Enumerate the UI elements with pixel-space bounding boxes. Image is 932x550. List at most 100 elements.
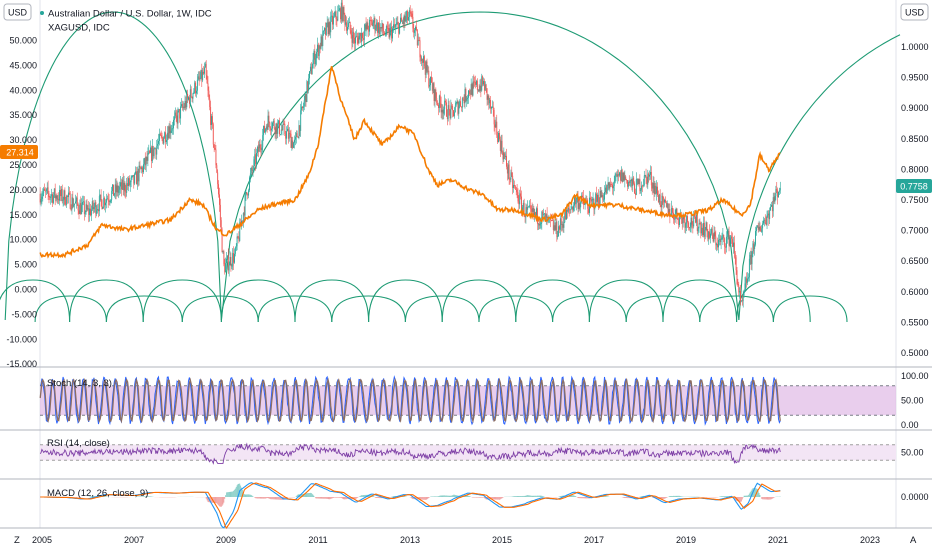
candle-body xyxy=(395,24,397,27)
candle-body xyxy=(634,193,636,195)
candle-body xyxy=(642,185,644,186)
candle-body xyxy=(143,164,144,173)
candle-body xyxy=(264,128,266,133)
candle-body xyxy=(588,208,590,213)
stoch-pane[interactable]: 100.00 50.00 0.00 xyxy=(39,371,929,430)
candle-body xyxy=(553,225,555,231)
overlay-title[interactable]: XAGUSD, IDC xyxy=(48,23,110,34)
candle-body xyxy=(166,140,167,143)
macd-pane[interactable]: 0.0000 xyxy=(40,482,929,529)
candle-body xyxy=(644,174,646,176)
candle-body xyxy=(589,197,591,200)
candle-body xyxy=(101,200,103,210)
candle-body xyxy=(623,172,625,181)
candle-body xyxy=(176,115,178,124)
candle-body xyxy=(538,223,540,226)
candle-body xyxy=(245,192,247,196)
zoom-auto-button[interactable]: Z xyxy=(14,535,20,546)
candle-body xyxy=(400,17,401,24)
candle-body xyxy=(231,265,233,267)
candle-body xyxy=(691,217,693,225)
candle-body xyxy=(200,70,202,79)
candle-body xyxy=(53,188,55,196)
rsi-title[interactable]: RSI (14, close) xyxy=(47,438,110,449)
left-axis-tick: 30.000 xyxy=(9,135,37,145)
candle-body xyxy=(290,133,292,148)
candle-body xyxy=(377,22,379,33)
right-scale-button[interactable] xyxy=(900,3,929,21)
candle-body xyxy=(229,257,231,266)
candle-body xyxy=(744,283,746,292)
candle-body xyxy=(374,18,376,31)
candle-body xyxy=(92,201,94,210)
candle-body xyxy=(326,22,328,24)
candle-body xyxy=(729,238,731,246)
candle-body xyxy=(102,207,104,210)
candle-body xyxy=(323,30,325,32)
candle-body xyxy=(424,65,426,75)
candle-body xyxy=(737,283,739,286)
small-cycle-arc xyxy=(662,279,738,323)
candle-body xyxy=(211,116,213,125)
candle-body xyxy=(479,85,481,92)
rsi-pane[interactable]: 50.00 xyxy=(39,442,924,465)
candle-body xyxy=(524,216,526,218)
candle-body xyxy=(447,105,449,120)
candle-body xyxy=(128,178,129,187)
macd-title[interactable]: MACD (12, 26, close, 9) xyxy=(47,488,148,499)
symbol-title[interactable]: Australian Dollar / U.S. Dollar, 1W, IDC xyxy=(48,9,212,20)
candle-body xyxy=(109,201,111,203)
candle-body xyxy=(251,167,253,171)
candle-body xyxy=(766,215,768,225)
candle-body xyxy=(57,198,59,200)
candle-body xyxy=(384,32,386,35)
candle-body xyxy=(146,157,148,161)
left-scale-button[interactable] xyxy=(3,3,32,21)
candle-body xyxy=(75,197,77,202)
candle-body xyxy=(710,228,712,234)
candle-body xyxy=(709,231,711,238)
candle-body xyxy=(699,223,701,225)
candle-body xyxy=(336,19,338,21)
candle-body xyxy=(667,203,669,215)
candle-body xyxy=(776,189,778,191)
left-price-axis: 50.000 45.000 40.000 35.000 30.000 25.000 20.0… xyxy=(6,36,37,370)
candle-body xyxy=(152,146,154,157)
candle-body xyxy=(730,236,732,239)
candle-body xyxy=(334,11,336,16)
candle-body xyxy=(297,136,299,138)
right-last-price: 0.7758 xyxy=(900,182,928,192)
candle-body xyxy=(365,24,367,30)
candle-body xyxy=(147,153,149,161)
candle-body xyxy=(75,201,76,204)
candle-body xyxy=(718,239,719,248)
auto-scale-button[interactable]: A xyxy=(910,535,917,546)
candle-body xyxy=(698,223,700,229)
candle-body xyxy=(339,8,341,20)
left-axis-tick: 40.000 xyxy=(9,85,37,95)
candle-body xyxy=(462,98,464,100)
candle-body xyxy=(192,93,194,99)
candle-body xyxy=(94,202,96,208)
candle-body xyxy=(483,81,485,91)
candle-body xyxy=(753,243,755,250)
candle-body xyxy=(778,190,780,192)
main-pane[interactable] xyxy=(40,0,896,367)
stoch-title[interactable]: Stoch (14, 3, 3) xyxy=(47,378,112,389)
candle-body xyxy=(719,238,721,242)
candle-body xyxy=(355,35,357,37)
candle-body xyxy=(656,186,658,194)
candle-body xyxy=(63,190,65,200)
rsi-line xyxy=(39,442,781,465)
candle-body xyxy=(747,278,749,283)
candle-body xyxy=(83,201,85,215)
candle-body xyxy=(268,115,270,123)
candle-body xyxy=(735,257,737,271)
right-axis-tick: 0.9000 xyxy=(901,103,929,113)
candle-body xyxy=(624,176,626,181)
candle-body xyxy=(216,165,218,173)
candle-body xyxy=(519,193,521,205)
macd-line xyxy=(40,482,781,529)
candle-body xyxy=(324,28,326,35)
